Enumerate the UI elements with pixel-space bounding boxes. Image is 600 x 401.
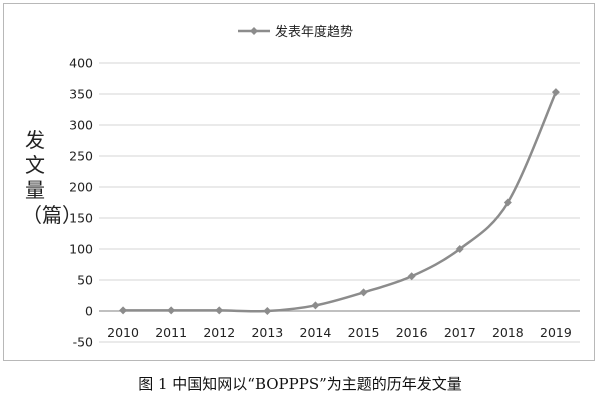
- y-axis-ticks: 400 350 300 250 200 150 100 50 0 -50: [69, 56, 93, 350]
- x-tick-label: 2010: [107, 325, 139, 340]
- series-trend: [119, 88, 560, 315]
- y-tick-label: 350: [69, 87, 93, 102]
- x-tick-label: 2011: [155, 325, 187, 340]
- figure-caption: 图 1 中国知网以“BOPPPS”为主题的历年发文量: [138, 375, 462, 393]
- y-tick-label: 50: [77, 273, 93, 288]
- data-point-2011: [167, 306, 176, 315]
- legend-marker: [250, 27, 258, 35]
- y-tick-label: 400: [69, 56, 93, 71]
- data-point-2017: [455, 245, 464, 253]
- y-tick-label: 300: [69, 118, 93, 133]
- x-tick-label: 2017: [444, 325, 476, 340]
- x-tick-label: 2012: [203, 325, 235, 340]
- chart-frame: [3, 3, 595, 361]
- y-tick-label: -50: [73, 335, 93, 350]
- y-tick-label: 250: [69, 149, 93, 164]
- x-tick-label: 2013: [251, 325, 283, 340]
- y-tick-label: 200: [69, 180, 93, 195]
- x-tick-label: 2014: [300, 325, 332, 340]
- data-point-2012: [215, 306, 224, 315]
- x-axis-ticks: 2010 2011 2012 2013 2014 2015 2016 2017 2018 2019: [107, 325, 572, 340]
- x-tick-label: 2016: [396, 325, 428, 340]
- line-chart: 400 350 300 250 200 150 100 50 0 -50 2010 2011 2012…: [69, 24, 580, 350]
- data-point-2015: [359, 288, 368, 297]
- x-tick-label: 2018: [492, 325, 524, 340]
- x-tick-label: 2019: [540, 325, 572, 340]
- legend: 发表年度趋势: [238, 24, 353, 40]
- data-point-2013: [263, 307, 272, 315]
- data-point-2016: [407, 272, 416, 281]
- y-tick-label: 100: [69, 242, 93, 257]
- data-point-2014: [311, 301, 320, 310]
- data-point-2010: [119, 306, 128, 315]
- data-point-2019: [551, 88, 560, 97]
- legend-label: 发表年度趋势: [275, 24, 353, 40]
- grid-lines: [99, 62, 580, 343]
- data-point-2018: [503, 198, 512, 207]
- y-axis-title: 发文量（篇）: [22, 128, 82, 227]
- x-tick-label: 2015: [348, 325, 380, 340]
- series-line: [123, 91, 558, 313]
- y-tick-label: 0: [85, 304, 93, 319]
- y-tick-label: 150: [69, 211, 93, 226]
